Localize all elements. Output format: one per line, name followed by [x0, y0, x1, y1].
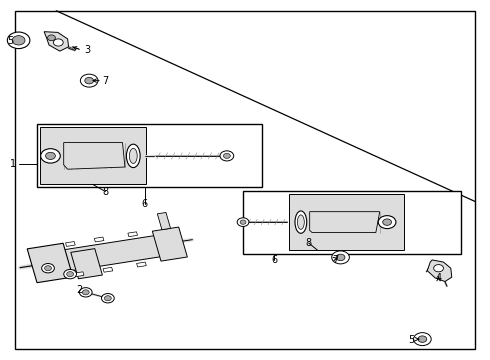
Polygon shape	[71, 249, 102, 279]
Polygon shape	[137, 262, 146, 267]
Circle shape	[67, 271, 74, 276]
Text: 4: 4	[436, 273, 441, 283]
Polygon shape	[31, 234, 172, 276]
Text: 6: 6	[142, 199, 147, 209]
Polygon shape	[27, 243, 73, 283]
Polygon shape	[152, 227, 187, 261]
Text: 1: 1	[10, 159, 16, 169]
Circle shape	[414, 333, 431, 346]
Bar	[37, 124, 262, 187]
Text: 3: 3	[84, 45, 90, 55]
Circle shape	[332, 251, 349, 264]
Circle shape	[336, 254, 345, 261]
Circle shape	[48, 35, 55, 41]
Circle shape	[240, 220, 246, 224]
Circle shape	[101, 293, 114, 303]
Circle shape	[85, 77, 94, 84]
Circle shape	[7, 32, 30, 49]
Text: 2: 2	[77, 285, 83, 295]
Ellipse shape	[297, 215, 304, 229]
Bar	[243, 191, 461, 254]
Ellipse shape	[129, 148, 137, 163]
Circle shape	[12, 36, 25, 45]
Text: 8: 8	[306, 238, 312, 248]
Text: 8: 8	[102, 186, 108, 197]
Text: 5: 5	[409, 335, 415, 345]
Text: 7: 7	[333, 255, 339, 265]
Circle shape	[378, 216, 396, 229]
Circle shape	[45, 266, 51, 271]
Text: 7: 7	[102, 76, 108, 86]
Circle shape	[46, 152, 55, 159]
Polygon shape	[103, 267, 113, 272]
Polygon shape	[94, 237, 104, 242]
Ellipse shape	[295, 211, 307, 233]
Circle shape	[80, 74, 98, 87]
Polygon shape	[427, 260, 452, 282]
Circle shape	[418, 336, 427, 342]
Circle shape	[82, 290, 89, 295]
Polygon shape	[157, 212, 171, 230]
Circle shape	[79, 288, 92, 297]
Text: 6: 6	[271, 255, 277, 265]
Ellipse shape	[126, 144, 140, 168]
Circle shape	[53, 39, 63, 46]
Bar	[289, 194, 404, 250]
Circle shape	[220, 151, 234, 161]
Polygon shape	[310, 212, 380, 233]
Circle shape	[237, 218, 249, 226]
Polygon shape	[128, 232, 138, 237]
Bar	[40, 127, 146, 184]
Circle shape	[104, 296, 111, 301]
Circle shape	[41, 149, 60, 163]
Polygon shape	[64, 143, 125, 169]
Circle shape	[223, 153, 230, 158]
Polygon shape	[44, 32, 69, 51]
Circle shape	[42, 264, 54, 273]
Polygon shape	[66, 242, 75, 246]
Text: 5: 5	[8, 36, 14, 46]
Polygon shape	[74, 272, 84, 277]
Circle shape	[383, 219, 392, 225]
Circle shape	[64, 269, 76, 279]
Circle shape	[434, 265, 443, 272]
